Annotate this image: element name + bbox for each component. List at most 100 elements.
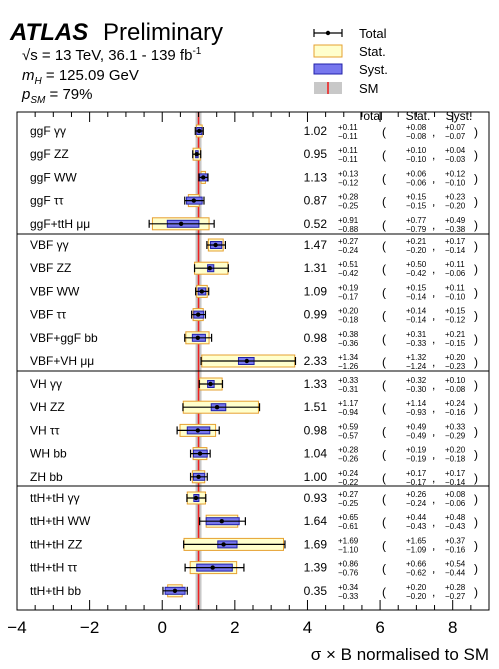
total-up: +0.86 — [338, 560, 359, 569]
info-compatibility: pSM = 79% — [21, 86, 92, 106]
stat-up: +0.66 — [406, 560, 427, 569]
central-value-marker — [195, 335, 201, 340]
row-label: VBF ZZ — [30, 261, 71, 275]
total-up: +0.38 — [338, 330, 359, 339]
stat-up: +1.65 — [406, 536, 427, 545]
paren-close: ) — [474, 171, 478, 185]
syst-up: +0.28 — [445, 583, 466, 592]
total-down: −0.11 — [338, 132, 358, 141]
total-down: −0.33 — [338, 592, 359, 601]
row-label: ttH+tH WW — [30, 514, 91, 528]
stat-up: +0.26 — [406, 490, 427, 499]
row-label: ttH+tH γγ — [30, 491, 80, 505]
total-down: −0.24 — [338, 246, 359, 255]
stat-up: +0.15 — [406, 193, 427, 202]
paren-open: ( — [382, 515, 386, 529]
central-value-marker — [196, 474, 201, 479]
syst-down: −0.15 — [445, 339, 466, 348]
paren-open: ( — [382, 332, 386, 346]
total-up: +0.33 — [338, 376, 359, 385]
stat-up: +0.50 — [406, 260, 427, 269]
syst-up: +0.11 — [445, 283, 465, 292]
paren-close: ) — [474, 515, 478, 529]
syst-up: +0.08 — [445, 490, 466, 499]
row-value: 1.13 — [304, 170, 328, 184]
central-value-marker — [219, 519, 224, 524]
row-value: 1.39 — [304, 561, 328, 575]
stat-up: +0.10 — [406, 146, 427, 155]
comma: , — [432, 538, 435, 552]
row-text: ggF γγ 1.02 +0.11−0.11(+0.08−0.08, +0.07−0.… — [30, 123, 478, 601]
paren-close: ) — [474, 378, 478, 392]
total-down: −0.31 — [338, 385, 359, 394]
row-label: VBF+VH μμ — [30, 354, 94, 368]
paren-open: ( — [382, 148, 386, 162]
experiment-header: ATLAS Preliminary — [9, 19, 223, 46]
paren-close: ) — [474, 585, 478, 599]
group-separators — [17, 233, 489, 487]
stat-down: −0.19 — [406, 455, 427, 464]
central-value-marker — [178, 221, 184, 226]
total-down: −0.26 — [338, 455, 359, 464]
total-up: +0.28 — [338, 446, 359, 455]
x-tick-label: 2 — [230, 618, 239, 637]
central-value-marker — [197, 128, 202, 134]
info-energy-lumi: √s = 13 TeV, 36.1 - 139 fb-1 — [22, 46, 202, 64]
stat-up: +0.20 — [406, 583, 427, 592]
row-label: ggF γγ — [30, 124, 66, 138]
row-label: VBF ττ — [30, 308, 66, 322]
row-value: 1.69 — [304, 537, 328, 551]
stat-down: −0.10 — [406, 155, 427, 164]
comma: , — [432, 515, 435, 529]
syst-down: −0.07 — [445, 132, 466, 141]
syst-down: −0.23 — [445, 362, 466, 371]
legend-syst-swatch — [313, 63, 343, 75]
total-down: −0.76 — [338, 569, 359, 578]
comma: , — [432, 125, 435, 139]
paren-open: ( — [382, 125, 386, 139]
stat-down: −0.08 — [406, 132, 427, 141]
total-down: −0.11 — [338, 155, 358, 164]
central-value-marker — [195, 428, 201, 433]
syst-up: +0.20 — [445, 446, 466, 455]
legend-total-marker — [325, 30, 331, 36]
comma: , — [432, 492, 435, 506]
syst-down: −0.27 — [445, 592, 466, 601]
paren-open: ( — [382, 585, 386, 599]
comma: , — [432, 332, 435, 346]
legend-stat-swatch — [313, 44, 343, 58]
row-value: 1.33 — [304, 377, 328, 391]
row-label: VH γγ — [30, 377, 62, 391]
paren-close: ) — [474, 309, 478, 323]
stat-down: −0.17 — [406, 478, 427, 487]
syst-down: −0.08 — [445, 385, 466, 394]
total-up: +0.11 — [338, 146, 358, 155]
paren-open: ( — [382, 424, 386, 438]
legend-label: Stat. — [359, 44, 386, 59]
total-up: +0.27 — [338, 490, 359, 499]
x-tick-label: 6 — [375, 618, 384, 637]
stat-down: −0.42 — [406, 269, 427, 278]
comma: , — [432, 262, 435, 276]
stat-down: −0.93 — [406, 408, 427, 417]
central-value-marker — [210, 565, 215, 570]
row-value: 1.64 — [304, 514, 328, 528]
row-label: VH ZZ — [30, 400, 65, 414]
row-label: VBF γγ — [30, 238, 69, 252]
central-value-marker — [172, 588, 178, 593]
error-bars — [148, 124, 297, 598]
stat-down: −0.20 — [406, 592, 427, 601]
row-value: 1.47 — [304, 238, 328, 252]
row-label: ggF ZZ — [30, 147, 69, 161]
syst-up: +0.07 — [445, 123, 466, 132]
central-value-marker — [195, 312, 201, 317]
stat-up: +0.14 — [406, 307, 427, 316]
comma: , — [432, 562, 435, 576]
comma: , — [432, 585, 435, 599]
x-axis-label: σ × B normalised to SM — [311, 645, 489, 664]
syst-up: +0.48 — [445, 513, 466, 522]
syst-down: −0.29 — [445, 431, 466, 440]
total-down: −0.12 — [338, 178, 359, 187]
comma: , — [432, 285, 435, 299]
central-value-marker — [201, 175, 206, 180]
